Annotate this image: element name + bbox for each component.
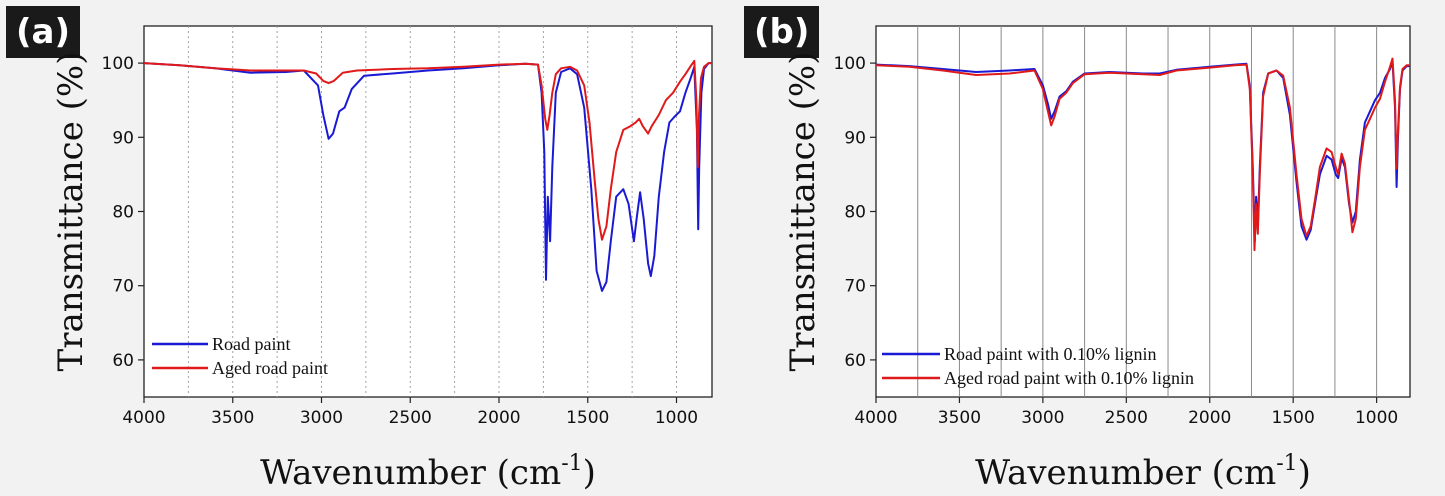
y-tick-label: 60 — [844, 351, 866, 371]
legend-label-road: Road paint — [212, 334, 291, 354]
x-tick-label: 3000 — [1021, 408, 1064, 428]
series-line-road — [143, 62, 712, 292]
x-tick-label: 3500 — [211, 408, 254, 428]
y-tick-label: 90 — [844, 128, 866, 148]
x-tick-label: 1000 — [1355, 408, 1398, 428]
plot-frame — [875, 25, 1411, 398]
y-tick-label: 90 — [112, 128, 134, 148]
legend-label-aged: Aged road paint — [212, 358, 328, 378]
x-tick-label: 1500 — [566, 408, 609, 428]
chart-panel-a: (a) 4000 3500 3000 2500 2000 1500 1000 60 70 80 90… — [0, 0, 720, 496]
y-tick-label: 80 — [112, 203, 134, 223]
series-line-aged — [143, 59, 712, 241]
chart-a: 4000 3500 3000 2500 2000 1500 1000 60 70 80 90 100 T… — [51, 25, 713, 493]
x-tick-label: 3500 — [938, 408, 981, 428]
y-tick-label: 60 — [112, 351, 134, 371]
chart-b: 4000 3500 3000 2500 2000 1500 1000 60 70 80 90 100 T… — [783, 25, 1411, 493]
x-axis-title: Wavenumber (cm-1) — [975, 451, 1311, 493]
x-tick-label: 2000 — [1188, 408, 1231, 428]
y-tick-label: 70 — [112, 277, 134, 297]
y-axis-title: Transmittance (%) — [783, 52, 823, 372]
y-tick-label: 70 — [844, 277, 866, 297]
x-tick-label: 3000 — [300, 408, 343, 428]
plot-frame — [143, 25, 713, 398]
x-tick-label: 1000 — [655, 408, 698, 428]
x-tick-label: 2000 — [477, 408, 520, 428]
y-axis-title: Transmittance (%) — [51, 52, 91, 372]
x-tick-label: 2500 — [389, 408, 432, 428]
series-line-aged — [875, 57, 1410, 252]
panel-label-a: (a) — [6, 6, 81, 58]
x-tick-label: 2500 — [1105, 408, 1148, 428]
panel-label-b: (b) — [744, 6, 820, 58]
x-tick-label: 4000 — [122, 408, 165, 428]
legend-label-aged: Aged road paint with 0.10% lignin — [944, 368, 1194, 388]
y-tick-label: 100 — [102, 54, 134, 74]
x-axis-title: Wavenumber (cm-1) — [260, 451, 596, 493]
chart-panel-b: (b) 4000 3500 3000 2500 2000 1500 1000 60 70 80 90… — [730, 0, 1445, 496]
x-tick-label: 1500 — [1272, 408, 1315, 428]
y-tick-label: 80 — [844, 203, 866, 223]
x-tick-label: 4000 — [854, 408, 897, 428]
y-tick-label: 100 — [834, 54, 866, 74]
legend-label-road: Road paint with 0.10% lignin — [944, 344, 1156, 364]
